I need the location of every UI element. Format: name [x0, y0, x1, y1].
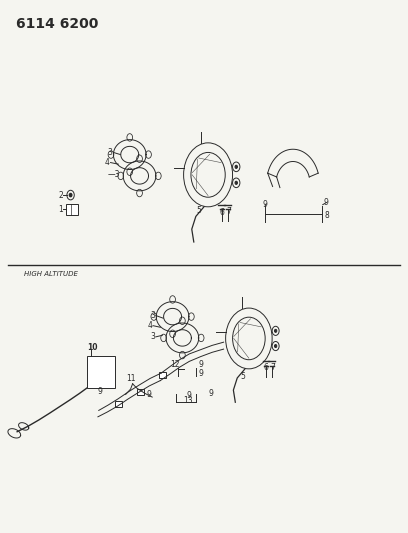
Circle shape — [275, 344, 277, 348]
Text: 9: 9 — [208, 389, 213, 398]
Text: 3: 3 — [150, 311, 155, 320]
Text: 7: 7 — [226, 207, 231, 216]
Text: 9: 9 — [199, 360, 204, 369]
Text: 6: 6 — [264, 364, 269, 372]
Text: 3: 3 — [150, 333, 155, 341]
Text: 9: 9 — [98, 387, 103, 395]
Text: 9: 9 — [146, 390, 151, 399]
Text: 4: 4 — [147, 321, 152, 330]
Bar — [115, 401, 122, 407]
Bar — [66, 204, 78, 215]
Text: 11: 11 — [126, 374, 136, 383]
Text: 5: 5 — [197, 206, 202, 214]
Text: 6114 6200: 6114 6200 — [16, 17, 98, 31]
Text: 10: 10 — [87, 343, 98, 352]
Text: 1: 1 — [58, 205, 63, 214]
Text: 13: 13 — [184, 397, 193, 405]
Text: 5: 5 — [241, 373, 246, 381]
Text: 2: 2 — [58, 191, 63, 199]
Text: 12: 12 — [171, 360, 180, 369]
Text: 7: 7 — [270, 363, 275, 372]
Text: 4: 4 — [104, 158, 109, 167]
Text: 9: 9 — [199, 369, 204, 377]
Circle shape — [69, 193, 72, 197]
Bar — [159, 373, 166, 378]
Text: HIGH ALTITUDE: HIGH ALTITUDE — [24, 271, 78, 278]
Bar — [137, 389, 144, 394]
Text: 9: 9 — [324, 198, 328, 207]
Circle shape — [275, 329, 277, 333]
Text: 3: 3 — [107, 148, 112, 157]
Bar — [87, 356, 115, 388]
Text: —3: —3 — [107, 171, 120, 179]
Circle shape — [235, 181, 237, 184]
Text: 6: 6 — [219, 208, 224, 217]
Text: 9: 9 — [263, 200, 268, 208]
Text: 8: 8 — [325, 211, 330, 220]
Circle shape — [235, 165, 237, 168]
Text: 9: 9 — [186, 391, 191, 400]
